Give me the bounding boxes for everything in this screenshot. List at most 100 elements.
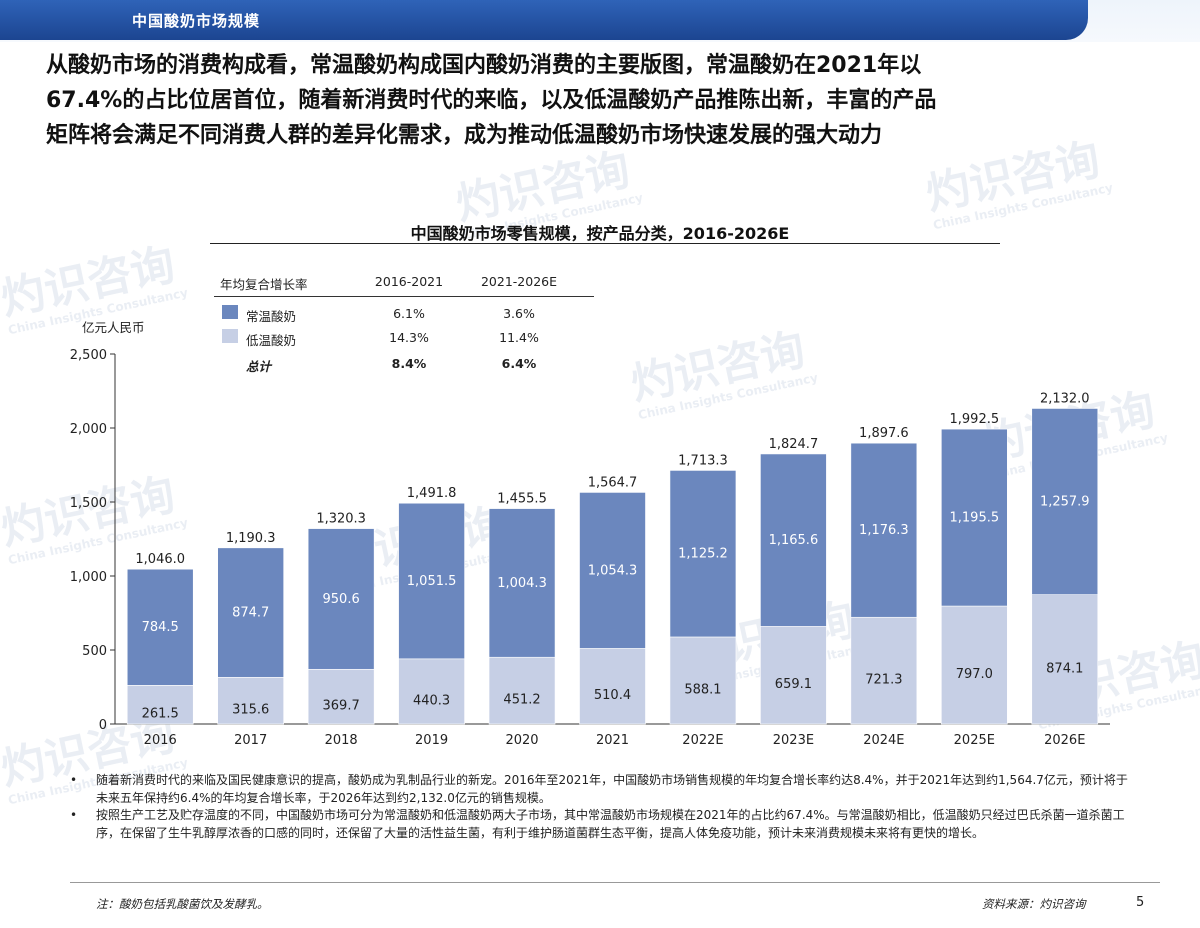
y-tick-label: 1,500 — [70, 496, 107, 511]
data-label-ambient: 1,176.3 — [859, 523, 909, 538]
data-label-total: 1,564.7 — [588, 475, 638, 490]
bar-segment-ambient — [488, 508, 556, 658]
cagr-value: 3.6% — [503, 306, 535, 321]
note-item: • 按照生产工艺及贮存温度的不同，中国酸奶市场可分为常温酸奶和低温酸奶两大子市场… — [70, 807, 1130, 842]
bar-segment-ambient — [307, 528, 375, 670]
data-label-total: 1,455.5 — [497, 492, 547, 507]
bar-segment-ambient — [217, 547, 284, 678]
legend-label-ambient: 常温酸奶 — [246, 309, 297, 324]
data-label-total: 1,992.5 — [950, 412, 1000, 427]
data-label-total: 2,132.0 — [1040, 391, 1090, 406]
x-tick-label: 2024E — [863, 733, 904, 748]
x-tick-label: 2019 — [415, 733, 448, 748]
y-tick-label: 0 — [99, 718, 107, 733]
legend-swatch-ambient — [222, 305, 238, 319]
cagr-header-divider — [214, 296, 594, 297]
legend-label-total: 总计 — [246, 359, 272, 374]
data-label-chilled: 874.1 — [1046, 661, 1083, 676]
data-label-chilled: 510.4 — [594, 688, 631, 703]
bar-segment-chilled — [760, 626, 827, 725]
y-tick-label: 500 — [82, 644, 107, 659]
bar-segment-ambient — [579, 492, 646, 649]
data-label-total: 1,046.0 — [135, 552, 185, 567]
data-label-ambient: 1,195.5 — [950, 511, 1000, 526]
bar-segment-chilled — [1031, 594, 1099, 725]
watermark: 灼识咨询 China Insights Consultancy — [0, 469, 190, 568]
watermark: 灼识咨询 China Insights Consultancy — [676, 594, 870, 693]
page-number: 5 — [1136, 895, 1145, 910]
source-note: 资料来源：灼识咨询 — [982, 897, 1086, 911]
note-text: 按照生产工艺及贮存温度的不同，中国酸奶市场可分为常温酸奶和低温酸奶两大子市场，其… — [96, 808, 1125, 840]
data-label-ambient: 1,054.3 — [588, 563, 638, 578]
data-label-ambient: 950.6 — [323, 592, 360, 607]
data-label-total: 1,713.3 — [678, 453, 728, 468]
lead-line: 矩阵将会满足不同消费人群的差异化需求，成为推动低温酸奶市场快速发展的强大动力 — [46, 123, 883, 148]
bar-segment-ambient — [398, 502, 465, 660]
y-axis-label: 亿元人民币 — [82, 320, 145, 335]
lead-paragraph: 从酸奶市场的消费构成看，常温酸奶构成国内酸奶消费的主要版图，常温酸奶在2021年… — [46, 48, 1166, 153]
header-title: 中国酸奶市场规模 — [132, 12, 261, 30]
y-tick-label: 2,500 — [70, 348, 107, 363]
watermark: 灼识咨询 China Insights Consultancy — [326, 499, 520, 598]
data-label-ambient: 1,004.3 — [497, 576, 547, 591]
cagr-value: 14.3% — [389, 330, 429, 345]
cagr-header-label: 年均复合增长率 — [220, 277, 308, 292]
cagr-header-row: 年均复合增长率 2016-2021 2021-2026E — [214, 270, 594, 294]
x-tick-label: 2025E — [954, 733, 995, 748]
data-label-ambient: 1,257.9 — [1040, 495, 1090, 510]
x-tick-label: 2016 — [144, 733, 177, 748]
data-label-chilled: 261.5 — [142, 707, 179, 722]
data-label-chilled: 659.1 — [775, 677, 812, 692]
data-label-chilled: 369.7 — [323, 699, 360, 714]
data-label-ambient: 1,051.5 — [407, 574, 457, 589]
note-bullet: • — [70, 773, 78, 787]
cagr-value: 6.1% — [393, 306, 425, 321]
footnote: 注：酸奶包括乳酸菌饮及发酵乳。 — [96, 897, 269, 911]
bar-segment-ambient — [850, 442, 918, 618]
cagr-value: 8.4% — [391, 356, 427, 371]
data-label-chilled: 797.0 — [956, 667, 993, 682]
bar-segment-chilled — [488, 656, 556, 725]
note-text: 随着新消费时代的来临及国民健康意识的提高，酸奶成为乳制品行业的新宠。2016年至… — [96, 773, 1128, 805]
bar-segment-chilled — [579, 648, 646, 725]
cagr-value: 6.4% — [501, 356, 537, 371]
data-label-ambient: 784.5 — [142, 620, 179, 635]
bar-segment-chilled — [941, 605, 1008, 725]
cagr-row-chilled: 低温酸奶 14.3% 11.4% — [214, 326, 594, 350]
title-rule — [210, 243, 1000, 244]
data-label-chilled: 721.3 — [865, 673, 902, 688]
bar-segment-chilled — [307, 668, 375, 725]
cagr-row-ambient: 常温酸奶 6.1% 3.6% — [214, 302, 594, 326]
bar-segment-chilled — [217, 676, 284, 725]
data-label-total: 1,824.7 — [769, 437, 819, 452]
chart-title: 中国酸奶市场零售规模，按产品分类，2016-2026E — [410, 224, 790, 243]
legend-label-chilled: 低温酸奶 — [246, 333, 297, 348]
data-label-ambient: 1,165.6 — [769, 533, 819, 548]
data-label-chilled: 588.1 — [684, 682, 721, 697]
data-label-total: 1,897.6 — [859, 426, 909, 441]
note-item: • 随着新消费时代的来临及国民健康意识的提高，酸奶成为乳制品行业的新宠。2016… — [70, 772, 1130, 807]
x-tick-label: 2018 — [325, 733, 358, 748]
note-bullet: • — [70, 808, 78, 822]
footer-rule — [70, 882, 1160, 883]
data-label-ambient: 1,125.2 — [678, 547, 728, 562]
lead-line: 67.4%的占比位居首位，随着新消费时代的来临，以及低温酸奶产品推陈出新，丰富的… — [46, 88, 937, 113]
data-label-total: 1,190.3 — [226, 531, 276, 546]
y-tick-label: 2,000 — [70, 422, 107, 437]
data-label-chilled: 440.3 — [413, 693, 450, 708]
bar-segment-chilled — [669, 636, 737, 725]
data-label-chilled: 315.6 — [232, 703, 269, 718]
bar-segment-ambient — [669, 470, 737, 638]
cagr-row-total: 总计 8.4% 6.4% — [214, 352, 594, 376]
x-tick-label: 2021 — [596, 733, 629, 748]
x-tick-label: 2023E — [773, 733, 814, 748]
x-tick-label: 2020 — [505, 733, 538, 748]
bar-segment-ambient — [941, 428, 1008, 607]
bar-segment-chilled — [398, 658, 465, 725]
cagr-header-period-2: 2021-2026E — [480, 274, 558, 289]
bar-segment-chilled — [126, 684, 194, 725]
y-tick-label: 1,000 — [70, 570, 107, 585]
data-label-total: 1,320.3 — [316, 512, 366, 527]
watermark: 灼识咨询 China Insights Consultancy — [1026, 634, 1200, 733]
x-tick-label: 2026E — [1044, 733, 1085, 748]
